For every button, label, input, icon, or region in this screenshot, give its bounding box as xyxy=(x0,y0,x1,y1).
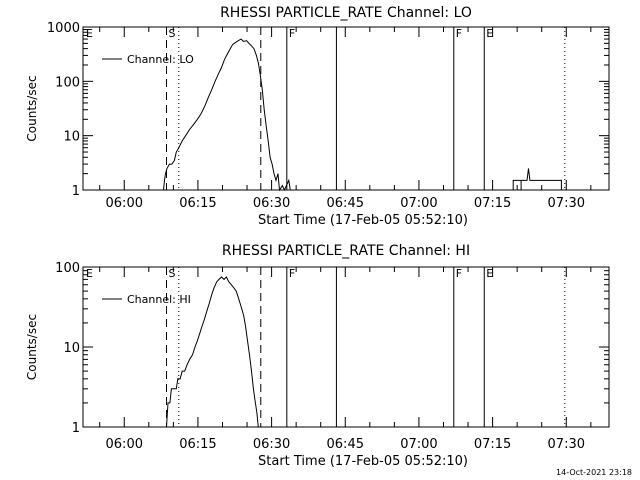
x-tick-label: 07:00 xyxy=(400,437,437,452)
x-tick-label: 07:30 xyxy=(548,196,585,211)
x-tick-label: 06:15 xyxy=(179,437,216,452)
series-line xyxy=(512,168,562,190)
y-tick-label: 10 xyxy=(63,130,80,145)
event-marker-label: S xyxy=(168,267,175,280)
event-marker-label: E xyxy=(86,27,93,40)
footer-timestamp: 14-Oct-2021 23:18 xyxy=(556,468,632,477)
y-tick-label: 10 xyxy=(63,341,80,356)
chart-panel-2: RHESSI PARTICLE_RATE Channel: HI 1 10 100 06… xyxy=(25,243,610,469)
y-tick-label: 100 xyxy=(55,261,80,276)
event-marker-label: E xyxy=(486,267,493,280)
x-tick-label: 06:45 xyxy=(327,196,364,211)
x-tick-label: 06:15 xyxy=(179,196,216,211)
chart-panel-1: RHESSI PARTICLE_RATE Channel: LO 1 10 100 10… xyxy=(25,5,610,228)
x-axis-label: Start Time (17-Feb-05 05:52:10) xyxy=(258,213,468,228)
y-axis-label: Counts/sec xyxy=(25,314,39,380)
legend-label: Channel: LO xyxy=(127,53,194,66)
y-tick-label: 100 xyxy=(55,75,80,90)
y-tick-label: 1 xyxy=(72,184,80,199)
chart-title: RHESSI PARTICLE_RATE Channel: LO xyxy=(220,5,472,21)
x-axis-label: Start Time (17-Feb-05 05:52:10) xyxy=(258,454,468,469)
event-marker-label: F xyxy=(456,267,462,280)
event-marker-label: F xyxy=(289,27,295,40)
series-line xyxy=(166,276,259,428)
event-marker-label: E xyxy=(486,27,493,40)
event-marker-label: F xyxy=(456,27,462,40)
plot-frame xyxy=(82,26,610,191)
y-axis-label: Counts/sec xyxy=(25,75,39,141)
plot-frame xyxy=(82,266,610,428)
series-line xyxy=(163,38,291,192)
x-tick-label: 07:00 xyxy=(400,196,437,211)
x-tick-label: 06:00 xyxy=(106,437,143,452)
event-marker-label: F xyxy=(289,267,295,280)
x-tick-label: 06:45 xyxy=(327,437,364,452)
x-tick-label: 07:15 xyxy=(474,437,511,452)
x-tick-label: 06:30 xyxy=(253,196,290,211)
y-tick-label: 1 xyxy=(72,421,80,436)
chart-title: RHESSI PARTICLE_RATE Channel: HI xyxy=(222,243,470,259)
x-tick-label: 07:15 xyxy=(474,196,511,211)
event-marker-label: E xyxy=(86,267,93,280)
x-tick-label: 07:30 xyxy=(548,437,585,452)
event-marker-label: S xyxy=(168,27,175,40)
y-tick-label: 1000 xyxy=(47,21,80,36)
x-tick-label: 06:30 xyxy=(253,437,290,452)
x-tick-label: 06:00 xyxy=(106,196,143,211)
legend-label: Channel: HI xyxy=(127,293,191,306)
